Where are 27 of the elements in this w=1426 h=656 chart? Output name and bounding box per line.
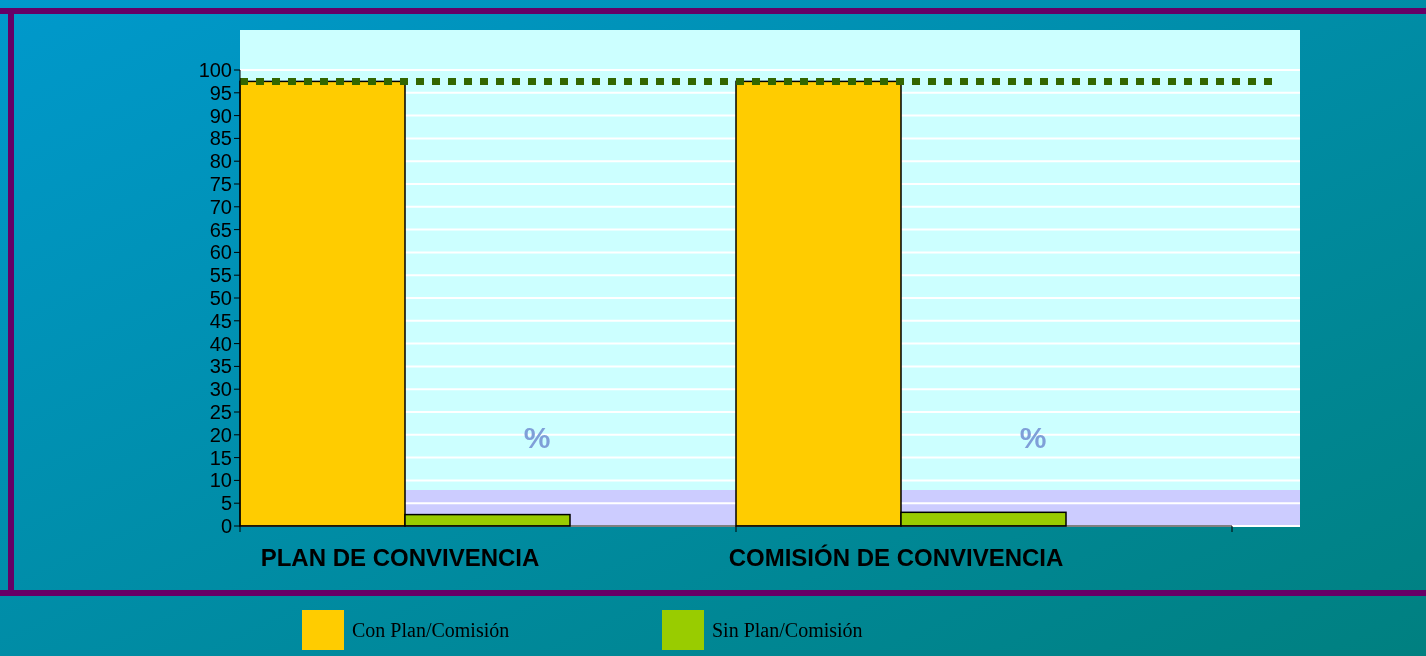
y-tick-label: 85 [209,127,232,150]
y-tick-label: 55 [209,264,232,287]
legend-label: Con Plan/Comisión [352,619,510,641]
y-tick-label: 70 [209,195,232,218]
y-tick-label: 10 [209,469,232,492]
y-tick-label: 75 [209,173,232,195]
annotation: % [1019,420,1047,454]
y-tick-label: 20 [209,423,232,446]
y-tick-label: 50 [209,287,232,309]
y-tick-label: 60 [209,241,232,264]
y-tick-label: 95 [209,81,232,104]
y-tick-label: 45 [209,309,232,332]
y-tick-label: 30 [209,378,232,401]
y-tick-label: 40 [209,332,232,355]
y-tick-label: 0 [220,515,232,537]
y-tick-label: 100 [198,59,232,81]
annotation: % [523,420,551,454]
y-tick-label: 35 [209,355,232,378]
x-tick-label: COMISIÓN DE CONVIVENCIA [728,544,1064,571]
y-tick-label: 90 [209,104,232,127]
y-tick-label: 5 [220,492,232,515]
x-tick-label: PLAN DE CONVIVENCIA [260,544,540,571]
y-tick-label: 65 [209,218,232,241]
y-tick-label: 80 [209,150,232,173]
y-tick-label: 15 [209,446,232,469]
legend-label: Sin Plan/Comisión [712,619,863,641]
y-tick-label: 25 [209,401,232,423]
